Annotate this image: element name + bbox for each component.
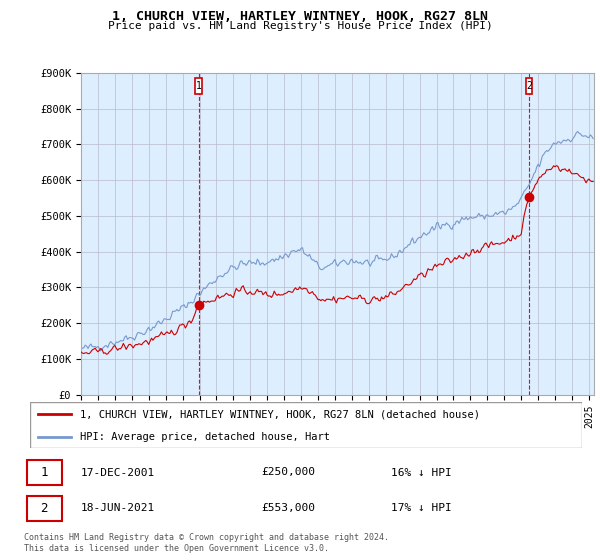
FancyBboxPatch shape bbox=[526, 78, 532, 94]
FancyBboxPatch shape bbox=[30, 402, 582, 448]
Text: 16% ↓ HPI: 16% ↓ HPI bbox=[391, 468, 451, 478]
Text: HPI: Average price, detached house, Hart: HPI: Average price, detached house, Hart bbox=[80, 432, 329, 441]
Text: 17% ↓ HPI: 17% ↓ HPI bbox=[391, 503, 451, 513]
Text: Contains HM Land Registry data © Crown copyright and database right 2024.
This d: Contains HM Land Registry data © Crown c… bbox=[24, 533, 389, 553]
Text: 2: 2 bbox=[526, 81, 532, 91]
Text: Price paid vs. HM Land Registry's House Price Index (HPI): Price paid vs. HM Land Registry's House … bbox=[107, 21, 493, 31]
Text: 1, CHURCH VIEW, HARTLEY WINTNEY, HOOK, RG27 8LN: 1, CHURCH VIEW, HARTLEY WINTNEY, HOOK, R… bbox=[112, 10, 488, 23]
Text: £553,000: £553,000 bbox=[261, 503, 315, 513]
FancyBboxPatch shape bbox=[27, 496, 62, 521]
Text: 1, CHURCH VIEW, HARTLEY WINTNEY, HOOK, RG27 8LN (detached house): 1, CHURCH VIEW, HARTLEY WINTNEY, HOOK, R… bbox=[80, 409, 479, 419]
Text: 1: 1 bbox=[196, 81, 202, 91]
Text: 17-DEC-2001: 17-DEC-2001 bbox=[80, 468, 155, 478]
Text: £250,000: £250,000 bbox=[261, 468, 315, 478]
FancyBboxPatch shape bbox=[27, 460, 62, 485]
FancyBboxPatch shape bbox=[196, 78, 202, 94]
Text: 1: 1 bbox=[41, 466, 48, 479]
Text: 2: 2 bbox=[41, 502, 48, 515]
Text: 18-JUN-2021: 18-JUN-2021 bbox=[80, 503, 155, 513]
